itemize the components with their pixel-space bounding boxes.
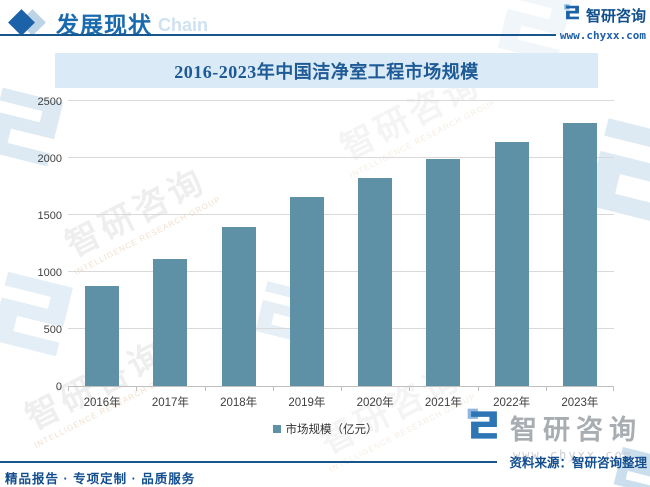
legend: 市场规模（亿元） [0, 421, 650, 437]
y-axis-label: 1000 [37, 267, 62, 279]
x-axis-label: 2019年 [272, 387, 341, 410]
gridline [68, 328, 614, 329]
diamond-icon [8, 9, 48, 37]
header: 发展现状 Chain 智研咨询 www.chyxx.com [0, 0, 650, 48]
footer-slogan: 精品报告 · 专项定制 · 品质服务 [5, 472, 196, 486]
plot-area [68, 100, 614, 387]
section-subtitle: Chain [158, 14, 209, 35]
x-axis-label: 2020年 [341, 387, 409, 410]
brand-logo-icon [467, 408, 501, 447]
brand-name: 智研咨询 [510, 415, 642, 445]
gridline [68, 100, 614, 101]
y-axis-label: 1500 [37, 210, 62, 222]
bar-column [546, 101, 614, 386]
bar [494, 142, 529, 386]
brand-url: www.chyxx.com [559, 29, 646, 42]
bar-column [205, 101, 273, 386]
bars [68, 101, 614, 386]
gridline [68, 214, 614, 215]
bar-column [136, 101, 204, 386]
chart-title-band: 2016-2023年中国洁净室工程市场规模 [55, 53, 598, 88]
brand-logo-icon [564, 4, 581, 26]
bar [562, 122, 597, 386]
bar [221, 226, 256, 386]
legend-swatch [272, 425, 281, 433]
bar-column [273, 101, 341, 386]
bar [85, 286, 120, 386]
x-axis-label: 2021年 [409, 387, 477, 410]
data-source: 资料来源：智研咨询整理 [509, 456, 647, 470]
gridline [68, 271, 614, 272]
x-axis-label: 2023年 [545, 387, 614, 410]
chart-title: 2016-2023年中国洁净室工程市场规模 [174, 61, 479, 82]
bar-column [68, 101, 136, 386]
y-axis: 0 500 1000 1500 2000 2500 [28, 96, 62, 393]
bar [358, 177, 393, 386]
y-axis-label: 2500 [37, 96, 62, 108]
bar [426, 159, 461, 386]
gridline [68, 157, 614, 158]
y-axis-label: 2000 [37, 153, 62, 165]
x-axis-label: 2017年 [136, 387, 204, 410]
x-axis: 2016年 2017年 2018年 2019年 2020年 2021年 2022年 2023年 [68, 387, 614, 410]
bar-column [341, 101, 409, 386]
legend-label: 市场规模（亿元） [285, 424, 378, 436]
footer-brand-logo: 智研咨询 www.chyxx.com [467, 408, 642, 462]
bar [153, 259, 188, 386]
brand-url: www.chyxx.com [513, 448, 633, 462]
x-axis-label: 2018年 [204, 387, 273, 410]
section-heading: 发展现状 Chain [8, 6, 209, 40]
footer-rule [0, 461, 497, 463]
bar-chart: 0 500 1000 1500 2000 2500 2016年 2017年 2018年 2019… [0, 88, 650, 418]
section-title: 发展现状 [56, 12, 152, 38]
x-axis-label: 2022年 [477, 387, 546, 410]
x-axis-label: 2016年 [68, 387, 136, 410]
y-axis-label: 500 [43, 324, 62, 336]
bar-column [478, 101, 546, 386]
header-brand: 智研咨询 www.chyxx.com [560, 4, 646, 42]
header-rule [0, 34, 556, 36]
bar [289, 197, 324, 386]
bar-column [409, 101, 477, 386]
brand-name: 智研咨询 [585, 7, 646, 25]
y-axis-label: 0 [55, 381, 62, 393]
